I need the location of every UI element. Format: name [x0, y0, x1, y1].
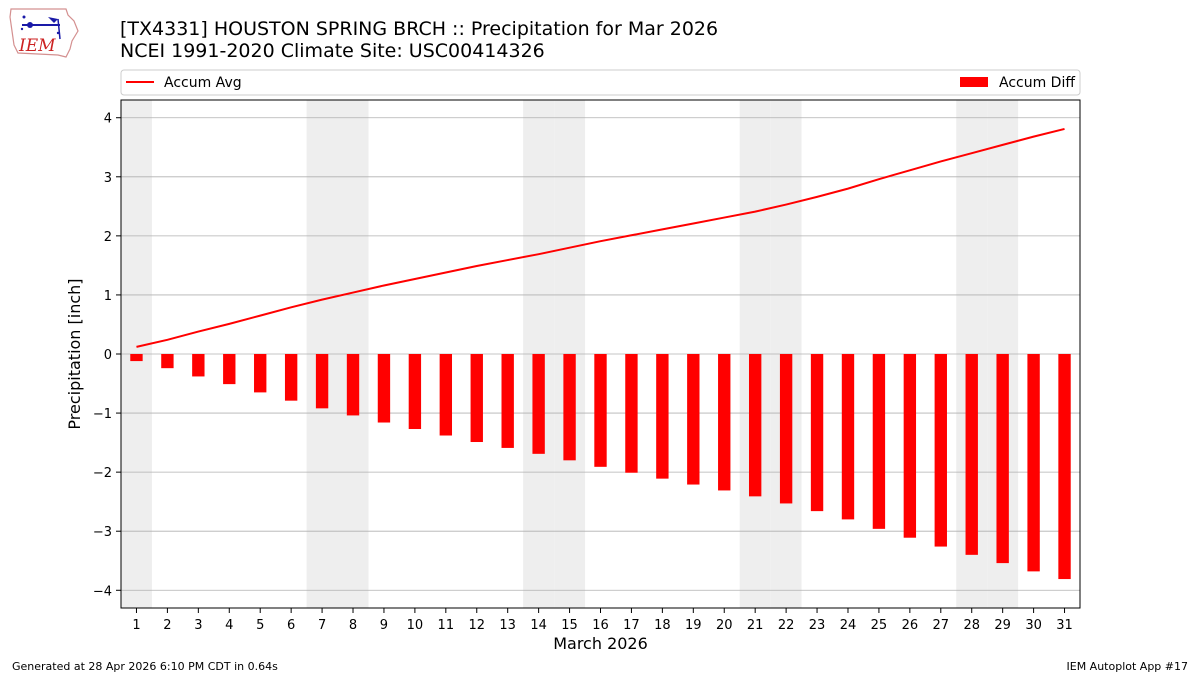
- x-tick-label: 6: [287, 618, 295, 633]
- x-tick-label: 14: [530, 618, 547, 633]
- x-tick-label: 20: [716, 618, 733, 633]
- bar-accum-diff: [996, 354, 1009, 564]
- y-tick-label: 4: [104, 112, 112, 127]
- bar-accum-diff: [563, 354, 576, 461]
- x-tick-label: 10: [407, 618, 424, 633]
- x-tick-label: 4: [225, 618, 233, 633]
- logo-text: IEM: [18, 36, 56, 56]
- x-tick-label: 24: [840, 618, 857, 633]
- x-axis: 1 2 3 4 5 6 7 8 9 10 11 12 13 14 15 16 17 18 19 20 21 22 23 24 2…: [132, 608, 1073, 633]
- bar-accum-diff: [439, 354, 453, 436]
- bar-accum-diff: [470, 354, 483, 443]
- bar-accum-diff: [872, 354, 886, 529]
- y-tick-label: 2: [104, 230, 112, 245]
- legend-box: [120, 69, 1081, 96]
- x-tick-label: 29: [994, 618, 1011, 633]
- x-tick-label: 5: [256, 618, 264, 633]
- bar-accum-diff: [1058, 354, 1071, 580]
- y-tick-label: −3: [93, 525, 112, 540]
- x-tick-label: 30: [1025, 618, 1042, 633]
- x-tick-label: 28: [963, 618, 980, 633]
- bar-accum-diff: [377, 354, 391, 423]
- bar-accum-diff: [748, 354, 762, 497]
- x-tick-label: 26: [902, 618, 919, 633]
- accum-diff-bars: [130, 354, 1071, 580]
- bar-accum-diff: [284, 354, 298, 401]
- x-tick-label: 2: [163, 618, 171, 633]
- chart-subtitle: NCEI 1991-2020 Climate Site: USC00414326: [120, 40, 545, 62]
- x-tick-label: 1: [132, 618, 140, 633]
- accum-avg-series: [136, 127, 1065, 348]
- y-tick-label: −4: [93, 584, 112, 599]
- bar-accum-diff: [192, 354, 205, 377]
- x-tick-label: 23: [809, 618, 826, 633]
- iem-logo: IEM: [9, 8, 79, 58]
- x-axis-label: March 2026: [553, 634, 648, 653]
- y-axis: 4 3 2 1 0 −1 −2 −3 −4: [93, 112, 121, 599]
- bar-accum-diff: [718, 354, 731, 491]
- bar-accum-diff: [408, 354, 422, 430]
- bar-accum-diff: [315, 354, 329, 409]
- bar-accum-diff: [810, 354, 824, 512]
- x-tick-label: 17: [623, 618, 640, 633]
- bar-accum-diff: [223, 354, 236, 385]
- y-tick-label: 3: [104, 171, 112, 186]
- y-tick-label: 0: [104, 348, 112, 363]
- bar-accum-diff: [130, 354, 143, 362]
- legend-swatch-accum-diff: [960, 77, 988, 87]
- bar-accum-diff: [656, 354, 669, 479]
- x-tick-label: 19: [685, 618, 702, 633]
- footer-app: IEM Autoplot App #17: [1066, 660, 1189, 673]
- line-accum-avg: [136, 127, 1065, 348]
- bar-accum-diff: [934, 354, 947, 547]
- bar-accum-diff: [1027, 354, 1040, 572]
- legend-label-accum-diff: Accum Diff: [999, 75, 1075, 91]
- bar-accum-diff: [903, 354, 917, 538]
- y-axis-label: Precipitation [inch]: [65, 278, 84, 429]
- x-tick-label: 25: [871, 618, 888, 633]
- footer-generated: Generated at 28 Apr 2026 6:10 PM CDT in …: [12, 660, 278, 673]
- bar-accum-diff: [254, 354, 267, 393]
- bar-accum-diff: [779, 354, 793, 504]
- x-tick-label: 27: [933, 618, 950, 633]
- legend-label-accum-avg: Accum Avg: [164, 75, 242, 91]
- x-tick-label: 3: [194, 618, 202, 633]
- y-tick-label: −2: [93, 466, 112, 481]
- y-tick-label: −1: [93, 407, 112, 422]
- x-tick-label: 18: [654, 618, 671, 633]
- gridlines: [121, 117, 1080, 591]
- x-tick-label: 22: [778, 618, 795, 633]
- x-tick-label: 11: [438, 618, 455, 633]
- bar-accum-diff: [687, 354, 700, 485]
- bar-accum-diff: [532, 354, 545, 454]
- x-tick-label: 8: [349, 618, 357, 633]
- x-tick-label: 7: [318, 618, 326, 633]
- chart-title: [TX4331] HOUSTON SPRING BRCH :: Precipit…: [120, 18, 719, 40]
- x-tick-label: 9: [380, 618, 388, 633]
- x-tick-label: 31: [1056, 618, 1073, 633]
- x-tick-label: 15: [561, 618, 578, 633]
- y-tick-label: 1: [104, 289, 112, 304]
- x-tick-label: 21: [747, 618, 764, 633]
- bar-accum-diff: [594, 354, 607, 467]
- bar-accum-diff: [965, 354, 978, 555]
- bar-accum-diff: [841, 354, 855, 520]
- bar-accum-diff: [625, 354, 638, 473]
- x-tick-label: 13: [499, 618, 516, 633]
- legend: Accum Avg Accum Diff: [120, 69, 1081, 96]
- bar-accum-diff: [161, 354, 174, 369]
- x-tick-label: 16: [592, 618, 609, 633]
- bar-accum-diff: [346, 354, 360, 416]
- bar-accum-diff: [501, 354, 514, 448]
- x-tick-label: 12: [468, 618, 485, 633]
